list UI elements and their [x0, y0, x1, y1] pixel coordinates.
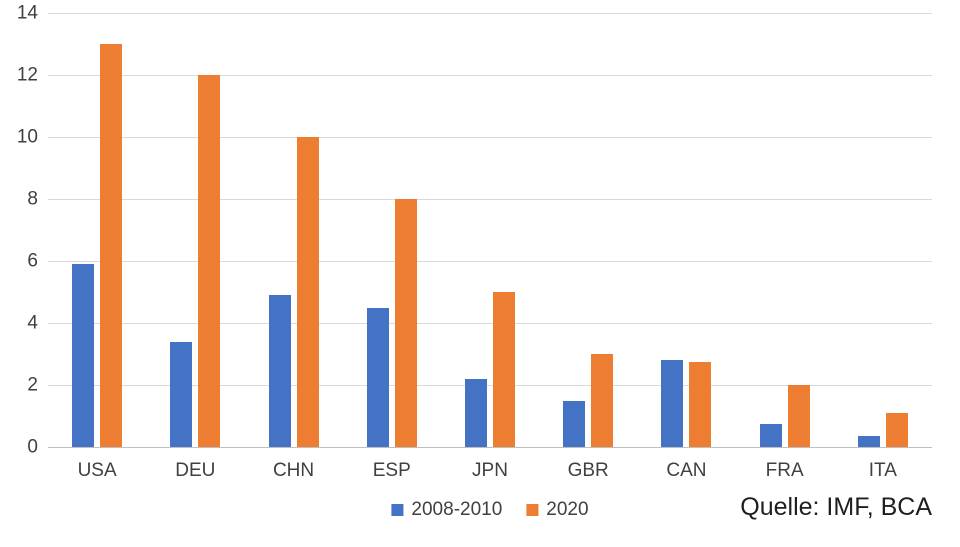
- bar-2020-chn: [296, 137, 319, 447]
- y-axis: 0 2 4 6 8 10 12 14: [0, 4, 38, 457]
- bar-2008-2010-fra: [759, 423, 782, 447]
- bar-2020-fra: [787, 385, 810, 447]
- y-tick-label-14: 14: [16, 2, 38, 24]
- bar-2020-ita: [885, 412, 908, 447]
- legend-entry-2008-2010: 2008-2010: [391, 500, 502, 519]
- gridline-2: [48, 385, 932, 386]
- bar-2008-2010-can: [661, 360, 684, 447]
- x-tick-label-fra: FRA: [765, 460, 804, 481]
- bar-2020-gbr: [591, 354, 614, 447]
- bar-2008-2010-ita: [857, 436, 880, 447]
- bar-2008-2010-gbr: [563, 400, 586, 447]
- gridline-6: [48, 261, 932, 262]
- x-tick-label-chn: CHN: [272, 460, 315, 481]
- bar-group-gbr: [539, 13, 637, 447]
- x-axis: USA DEU CHN ESP JPN GBR CAN FRA ITA: [48, 458, 932, 484]
- bar-group-deu: [146, 13, 244, 447]
- gridline-14: [48, 13, 932, 14]
- y-tick-label-2: 2: [27, 374, 38, 396]
- x-axis-line: [48, 447, 932, 448]
- gridline-10: [48, 137, 932, 138]
- bar-group-can: [637, 13, 735, 447]
- x-tick-label-deu: DEU: [175, 460, 216, 481]
- x-tick-label-gbr: GBR: [567, 460, 609, 481]
- legend-label-2008-2010: 2008-2010: [411, 499, 503, 520]
- bar-group-fra: [736, 13, 834, 447]
- y-tick-label-8: 8: [27, 188, 38, 210]
- y-tick-label-10: 10: [16, 126, 38, 148]
- x-tick-label-jpn: JPN: [472, 460, 508, 481]
- legend-swatch-orange: [526, 503, 539, 516]
- y-tick-label-4: 4: [27, 312, 38, 334]
- bar-2020-jpn: [492, 292, 515, 447]
- bars: [48, 13, 932, 447]
- x-tick-label-ita: ITA: [868, 460, 897, 481]
- bar-2008-2010-usa: [72, 264, 95, 447]
- legend-swatch-blue: [391, 503, 404, 516]
- gridline-8: [48, 199, 932, 200]
- x-tick-label-can: CAN: [666, 460, 707, 481]
- gridline-12: [48, 75, 932, 76]
- x-tick-label-usa: USA: [77, 460, 117, 481]
- bar-2008-2010-esp: [366, 307, 389, 447]
- source-note: Quelle: IMF, BCA: [740, 493, 932, 521]
- bar-2008-2010-jpn: [464, 378, 487, 447]
- y-tick-label-6: 6: [27, 250, 38, 272]
- y-tick-label-12: 12: [16, 64, 38, 86]
- bar-2020-can: [689, 361, 712, 447]
- y-tick-label-0: 0: [27, 436, 38, 458]
- plot-area: [48, 13, 932, 448]
- legend: 2008-2010 2020: [391, 499, 589, 520]
- legend-entry-2020: 2020: [526, 499, 589, 520]
- bar-2020-deu: [198, 75, 221, 447]
- bar-group-ita: [834, 13, 932, 447]
- bar-2008-2010-deu: [170, 341, 193, 447]
- bar-group-chn: [244, 13, 342, 447]
- x-tick-label-esp: ESP: [372, 460, 411, 481]
- bar-2020-usa: [100, 44, 123, 447]
- bar-2008-2010-chn: [268, 295, 291, 447]
- bar-group-usa: [48, 13, 146, 447]
- bar-2020-esp: [394, 199, 417, 447]
- bar-group-esp: [343, 13, 441, 447]
- gridline-4: [48, 323, 932, 324]
- bar-group-jpn: [441, 13, 539, 447]
- legend-label-2020: 2020: [546, 499, 589, 520]
